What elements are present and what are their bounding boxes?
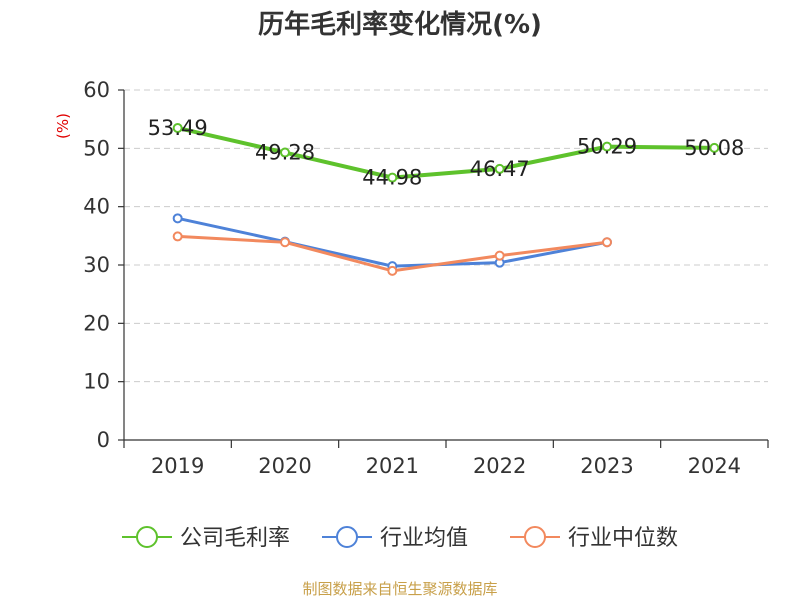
series-line	[175, 125, 717, 180]
series-2	[172, 231, 612, 276]
legend-item-1: 行业均值	[322, 526, 468, 551]
legend-marker	[136, 526, 158, 548]
y-tick-label: 50	[83, 136, 110, 160]
x-tick-label: 2023	[580, 454, 633, 478]
data-label: 50.08	[684, 136, 744, 160]
legend-label: 行业均值	[380, 526, 468, 551]
axes: 0 10 20 30 40 50 60 2019 2020 2021 2022 2023 2024	[83, 78, 769, 478]
x-tick-label: 2024	[688, 454, 741, 478]
chart-title: 历年毛利率变化情况(%)	[258, 9, 542, 40]
source-note: 制图数据来自恒生聚源数据库	[302, 580, 497, 598]
series-lines	[172, 122, 720, 276]
series-1	[172, 213, 612, 272]
grid-lines	[124, 89, 768, 383]
legend: 公司毛利率 行业均值 行业中位数	[122, 526, 678, 551]
y-tick-label: 60	[83, 78, 110, 102]
legend-label: 公司毛利率	[180, 526, 290, 551]
data-point	[280, 237, 290, 248]
data-label: 44.98	[362, 166, 422, 190]
x-tick-label: 2022	[473, 454, 526, 478]
legend-label: 行业中位数	[568, 526, 678, 551]
legend-item-0: 公司毛利率	[122, 526, 290, 551]
data-label: 46.47	[470, 157, 530, 181]
legend-item-2: 行业中位数	[510, 526, 678, 551]
data-point	[172, 231, 183, 242]
data-point	[172, 122, 183, 133]
y-tick-label: 10	[83, 370, 110, 394]
data-labels: 53.49 49.28 44.98 46.47 50.29 50.08	[148, 116, 745, 190]
series-line	[176, 216, 609, 268]
legend-marker	[524, 526, 546, 548]
x-tick-label: 2020	[258, 454, 311, 478]
series-0	[172, 122, 720, 183]
data-label: 49.28	[255, 141, 315, 165]
data-point	[280, 147, 290, 158]
data-point	[602, 237, 612, 248]
y-unit-label: (%)	[54, 113, 72, 139]
x-tick-label: 2021	[366, 454, 419, 478]
data-point	[494, 250, 505, 261]
data-point	[387, 172, 398, 183]
legend-marker	[336, 526, 358, 548]
data-label: 53.49	[148, 116, 208, 140]
data-point	[709, 142, 720, 153]
y-tick-label: 20	[83, 311, 110, 335]
data-point	[387, 265, 398, 276]
x-tick-label: 2019	[151, 454, 204, 478]
y-tick-label: 0	[97, 428, 110, 452]
data-point	[172, 213, 183, 224]
data-label: 50.29	[577, 135, 637, 159]
y-tick-label: 40	[83, 195, 110, 219]
y-tick-label: 30	[83, 253, 110, 277]
data-point	[602, 141, 612, 152]
data-point	[494, 163, 505, 174]
